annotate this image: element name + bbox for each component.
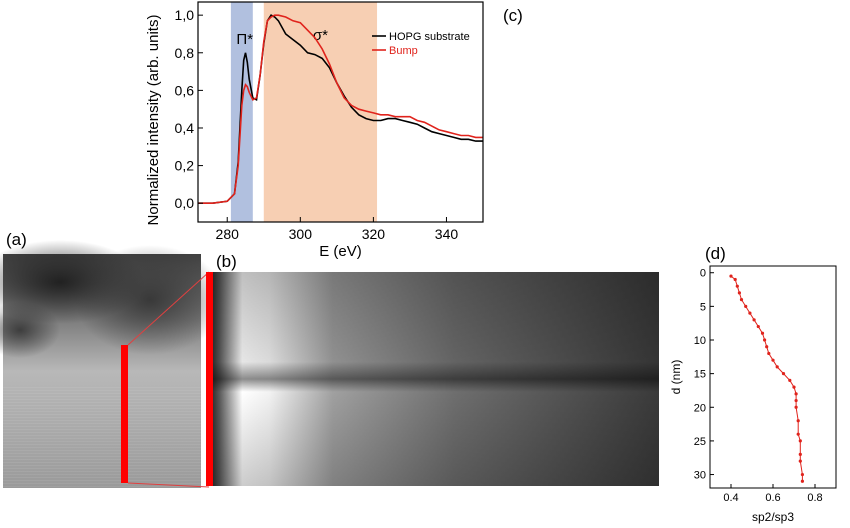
data-point-12 <box>767 351 771 356</box>
y-tick-label-3: 0,6 <box>175 82 195 98</box>
panel-label-b: (b) <box>216 252 237 271</box>
d-y-tick-label-0: 0 <box>700 268 706 280</box>
y-tick-label-0: 0,0 <box>175 195 195 211</box>
data-point-16 <box>788 378 792 382</box>
data-point-5 <box>744 304 748 308</box>
data-point-4 <box>739 298 744 302</box>
d-x-axis-label: sp2/sp3 <box>752 510 794 524</box>
d-y-tick-label-4: 20 <box>694 402 706 414</box>
y-axis-label: Normalized intensity (arb. units) <box>145 15 162 226</box>
legend-label-1: Bump <box>389 45 418 57</box>
data-point-22 <box>796 432 800 436</box>
zoom-connector-top <box>127 271 210 346</box>
d-y-tick-label-3: 15 <box>694 369 706 381</box>
data-point-21 <box>796 419 800 423</box>
data-point-9 <box>760 331 765 335</box>
x-tick-label-3: 340 <box>435 226 459 242</box>
eels-profile-marker <box>206 272 213 486</box>
y-tick-label-4: 0,8 <box>175 45 195 61</box>
data-point-3 <box>737 291 742 295</box>
x-tick-label-0: 280 <box>216 226 240 242</box>
zoom-connector-bottom <box>127 482 210 488</box>
d-y-tick-label-2: 10 <box>694 335 706 347</box>
band-label-sigma: σ* <box>313 27 328 44</box>
plot-frame-d <box>709 265 837 489</box>
data-point-25 <box>798 459 802 463</box>
sp2-sp3-depth-chart: 0.4 0.6 0.8 0 5 10 15 20 25 30 sp2/sp3 d (nm) <box>669 265 837 524</box>
data-point-10 <box>763 338 767 342</box>
d-x-tick-label-1: 0.6 <box>765 492 780 504</box>
series-line-1 <box>198 14 483 204</box>
data-point-13 <box>771 358 775 362</box>
eels-spectrum-chart: Π* σ* 280 300 320 340 0,0 0,2 0,4 0,6 0,8 1,0 E (eV)… <box>145 1 484 260</box>
y-tick-label-2: 0,4 <box>175 120 195 136</box>
eels-map-shading <box>206 272 659 486</box>
data-point-8 <box>756 324 760 329</box>
d-y-tick-label-5: 25 <box>694 436 706 448</box>
data-point-11 <box>765 345 769 349</box>
panel-label-c: (c) <box>503 6 523 25</box>
data-point-27 <box>800 479 805 483</box>
x-tick-label-2: 320 <box>362 226 386 242</box>
d-y-tick-label-1: 5 <box>700 301 706 313</box>
tem-lattice-fringes <box>3 385 201 488</box>
tem-profile-marker <box>121 345 128 483</box>
y-tick-label-5: 1,0 <box>175 7 195 23</box>
d-x-tick-label-0: 0.4 <box>723 492 738 504</box>
plot-frame <box>197 1 484 223</box>
d-x-tick-label-2: 0.8 <box>807 492 822 504</box>
band-1 <box>263 2 378 222</box>
data-point-2 <box>735 284 739 288</box>
x-axis-label: E (eV) <box>319 243 362 260</box>
data-point-1 <box>733 277 737 282</box>
d-y-axis-label: d (nm) <box>669 360 683 395</box>
tem-image <box>0 240 225 488</box>
data-point-23 <box>798 439 802 443</box>
data-point-18 <box>794 392 798 396</box>
tem-dark-region-2 <box>75 245 225 355</box>
data-point-6 <box>748 311 752 315</box>
legend-label-0: HOPG substrate <box>389 31 470 43</box>
y-tick-label-1: 0,2 <box>175 158 195 174</box>
profile-line <box>730 275 803 482</box>
series-line-0 <box>198 14 483 204</box>
data-point-17 <box>792 385 796 389</box>
data-point-15 <box>781 372 786 376</box>
data-point-26 <box>800 472 805 477</box>
data-point-7 <box>752 318 756 322</box>
data-point-19 <box>794 398 798 403</box>
panel-label-d: (d) <box>705 244 726 263</box>
d-y-tick-label-6: 30 <box>694 470 706 482</box>
data-point-0 <box>729 274 733 278</box>
panel-label-a: (a) <box>6 230 27 249</box>
eels-map <box>206 272 659 486</box>
data-point-20 <box>794 405 798 409</box>
x-tick-label-1: 300 <box>289 226 313 242</box>
band-label-pi: Π* <box>236 31 253 48</box>
tem-dark-region-3 <box>0 302 60 358</box>
data-point-14 <box>775 365 779 369</box>
data-point-24 <box>798 452 802 456</box>
